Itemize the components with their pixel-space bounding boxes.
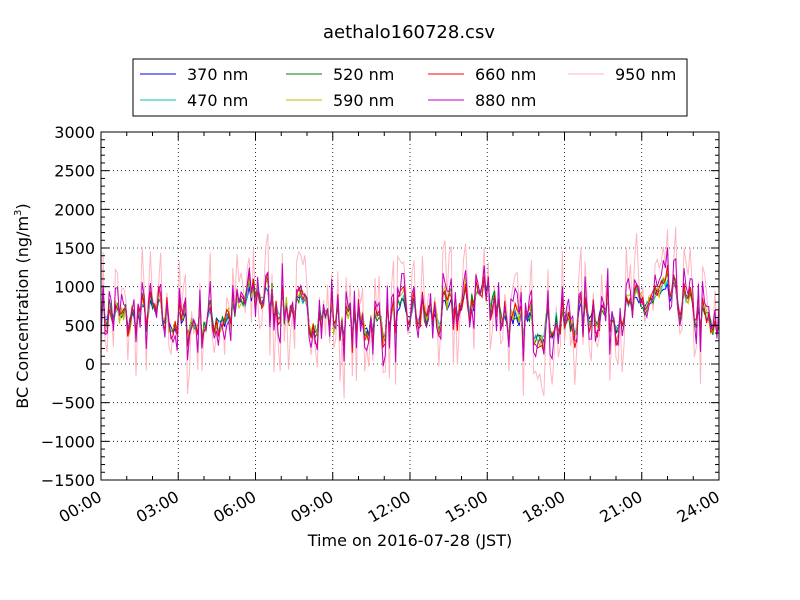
- y-tick-label: −500: [51, 394, 95, 413]
- y-tick-label: −1000: [41, 432, 95, 451]
- y-tick-label: 2500: [54, 162, 95, 181]
- y-tick-label: 3000: [54, 123, 95, 142]
- y-tick-labels: −1500 −1000 −500 0 500 1000 1500 2000 2500 3000: [41, 123, 95, 490]
- x-tick-labels: 00:00 03:00 06:00 09:00 12:00 15:00 18:00 21:00…: [56, 487, 723, 527]
- x-tick-label: 09:00: [287, 487, 336, 527]
- legend: 370 nm 470 nm 520 nm 590 nm 660 nm 880 nm 950 …: [132, 58, 688, 117]
- x-tick-label: 18:00: [519, 487, 568, 527]
- y-tick-label: 2000: [54, 200, 95, 219]
- y-axis-label-main: BC Concentration (ng/m: [13, 216, 32, 409]
- y-tick-label: 500: [64, 316, 95, 335]
- y-tick-label: 0: [85, 355, 95, 374]
- y-axis-label: BC Concentration (ng/m3): [13, 203, 32, 408]
- x-axis-label: Time on 2016-07-28 (JST): [307, 531, 512, 550]
- y-tick-label: −1500: [41, 471, 95, 490]
- x-tick-label: 15:00: [442, 487, 491, 527]
- x-tick-label: 00:00: [56, 487, 105, 527]
- legend-label: 660 nm: [475, 65, 536, 84]
- series-line-520-nm: [100, 273, 720, 348]
- x-tick-label: 21:00: [596, 487, 645, 527]
- legend-frame: [132, 58, 688, 117]
- y-axis-label-superscript: 3: [13, 210, 24, 216]
- x-tick-label: 12:00: [365, 487, 414, 527]
- legend-label: 520 nm: [333, 65, 394, 84]
- series-line-880-nm: [100, 247, 720, 367]
- legend-label: 880 nm: [475, 91, 536, 110]
- legend-label: 950 nm: [615, 65, 676, 84]
- legend-label: 590 nm: [333, 91, 394, 110]
- legend-label: 370 nm: [187, 65, 248, 84]
- x-tick-label: 24:00: [674, 487, 723, 527]
- series-lines: [100, 226, 720, 399]
- plot-area: [100, 131, 720, 481]
- plot-background: [101, 132, 719, 480]
- y-tick-label: 1500: [54, 239, 95, 258]
- x-tick-label: 06:00: [210, 487, 259, 527]
- chart-title: aethalo160728.csv: [323, 22, 495, 43]
- axis-ticks: [100, 131, 720, 481]
- x-tick-label: 03:00: [133, 487, 182, 527]
- y-tick-label: 1000: [54, 278, 95, 297]
- legend-label: 470 nm: [187, 91, 248, 110]
- y-axis-label-tail: ): [13, 203, 32, 209]
